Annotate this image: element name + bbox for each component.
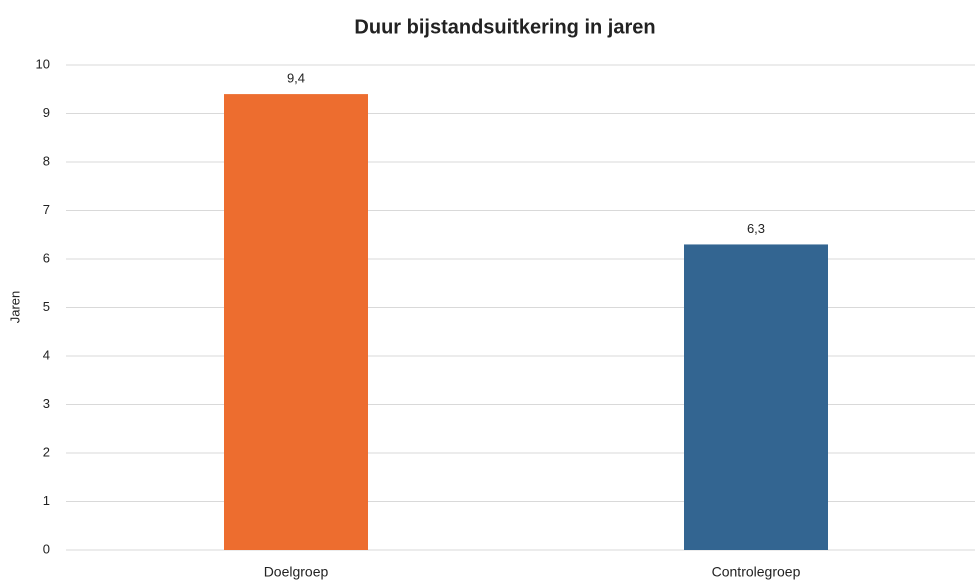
bar bbox=[684, 244, 828, 550]
chart-title: Duur bijstandsuitkering in jaren bbox=[354, 16, 655, 38]
x-tick-label: Doelgroep bbox=[264, 564, 329, 580]
y-tick-label: 9 bbox=[43, 105, 50, 120]
y-tick-label: 0 bbox=[43, 541, 50, 556]
value-label: 9,4 bbox=[287, 71, 305, 86]
value-label: 6,3 bbox=[747, 221, 765, 236]
y-tick-label: 3 bbox=[43, 396, 50, 411]
y-tick-label: 7 bbox=[43, 202, 50, 217]
y-tick-label: 6 bbox=[43, 250, 50, 265]
x-tick-label: Controlegroep bbox=[712, 564, 801, 580]
y-tick-label: 2 bbox=[43, 444, 50, 459]
y-axis-label: Jaren bbox=[7, 291, 22, 324]
y-tick-label: 1 bbox=[43, 493, 50, 508]
y-tick-label: 4 bbox=[43, 347, 50, 362]
y-tick-label: 8 bbox=[43, 153, 50, 168]
bar bbox=[224, 94, 368, 550]
y-tick-label: 10 bbox=[36, 56, 50, 71]
y-tick-label: 5 bbox=[43, 299, 50, 314]
